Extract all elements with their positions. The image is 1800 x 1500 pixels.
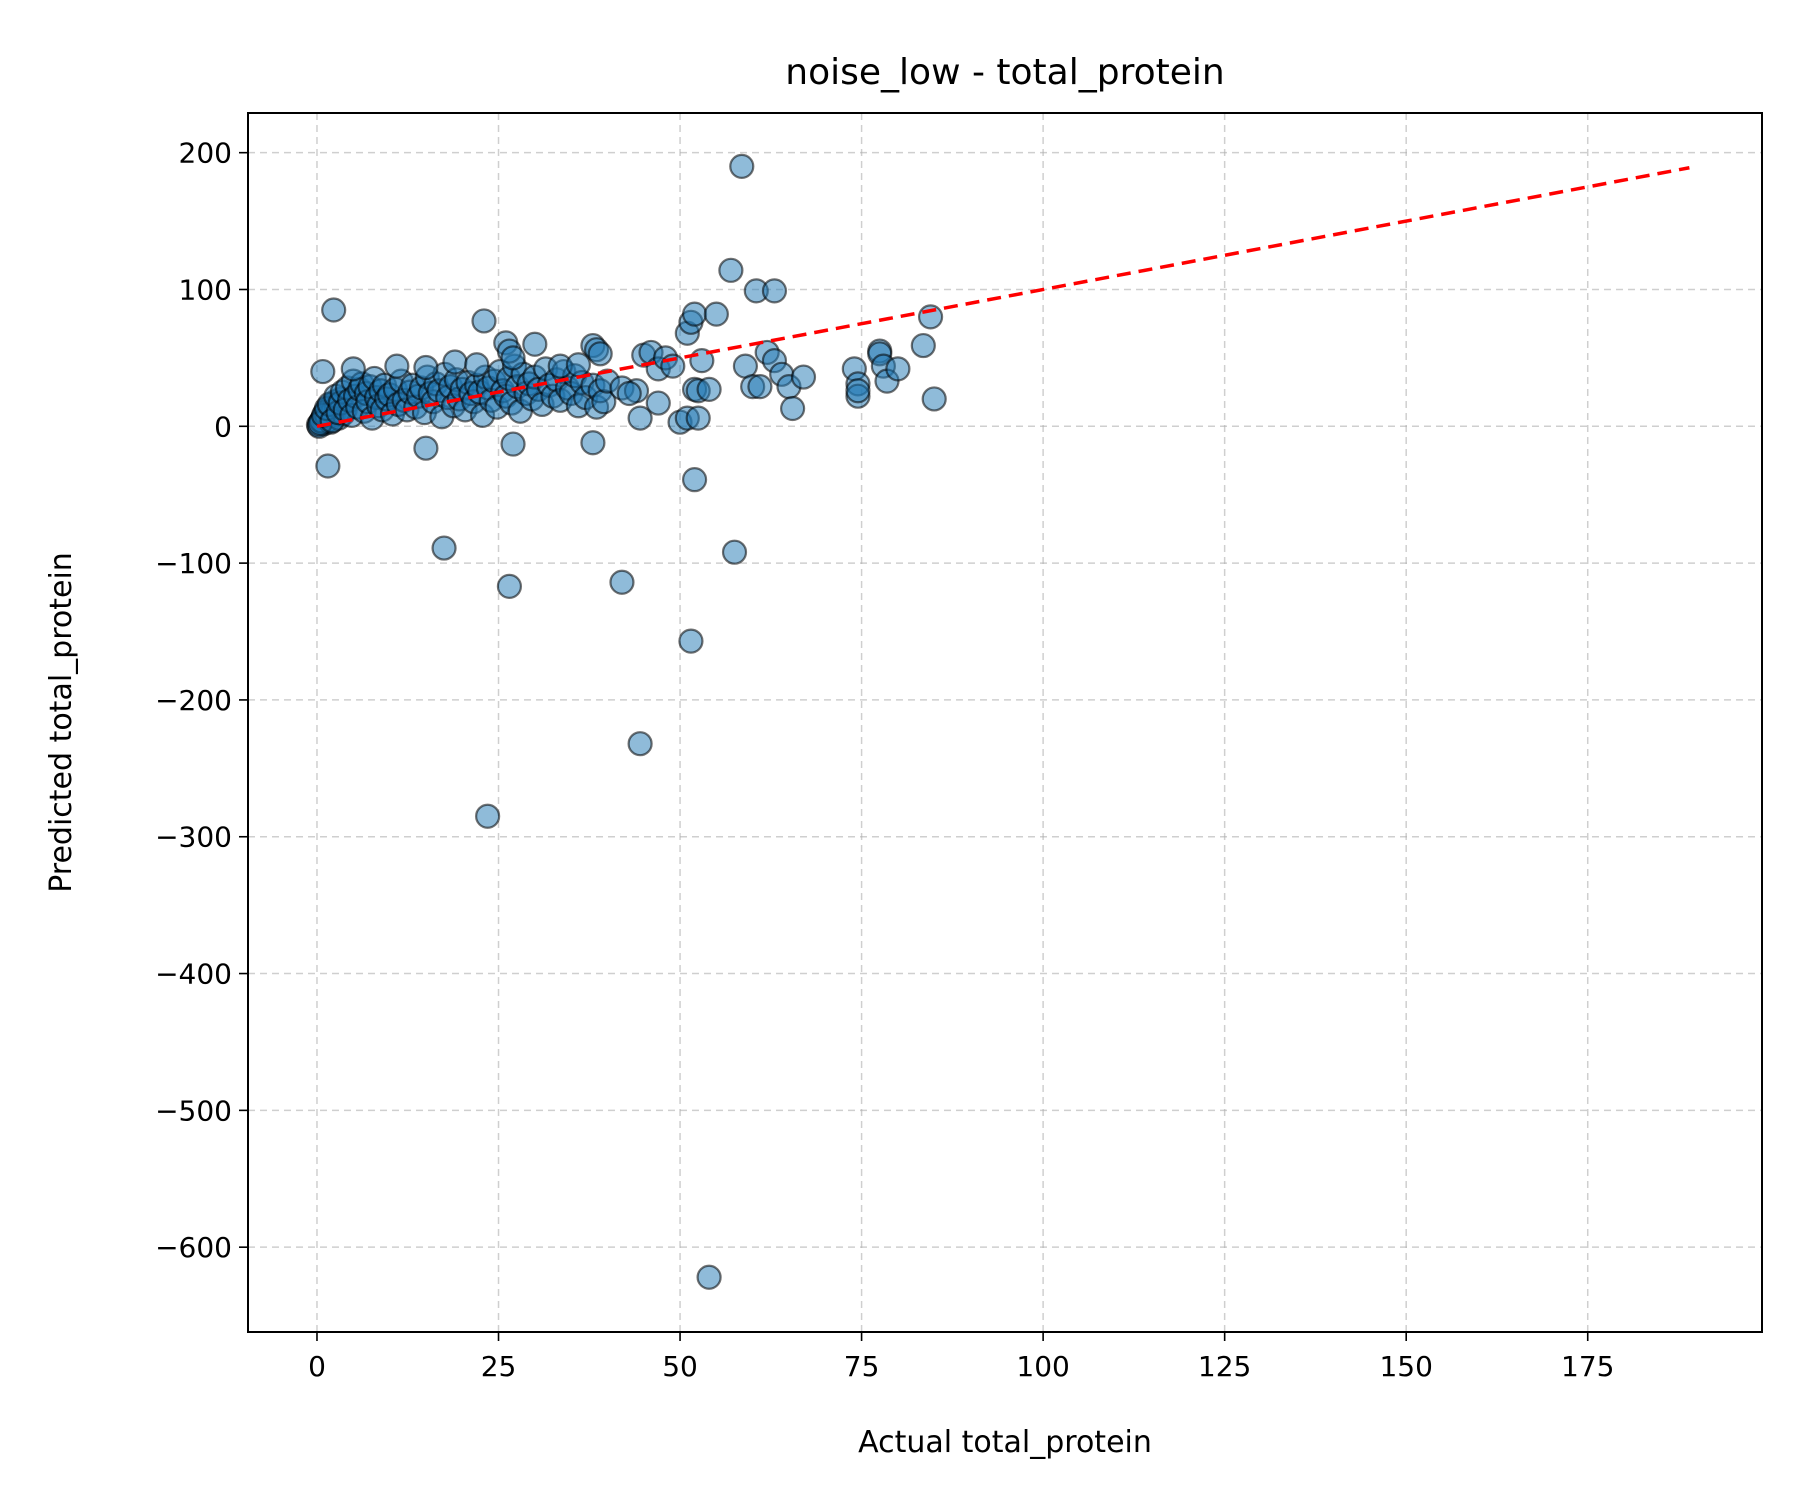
x-axis-label: Actual total_protein xyxy=(858,1425,1152,1460)
data-point xyxy=(442,349,468,375)
y-tick-label: −500 xyxy=(155,1094,232,1127)
data-point xyxy=(471,308,497,334)
data-point xyxy=(413,354,439,381)
data-point xyxy=(431,535,457,561)
data-point xyxy=(910,332,936,359)
data-point xyxy=(921,386,947,412)
data-point xyxy=(761,278,788,304)
data-point xyxy=(627,731,653,757)
data-point xyxy=(678,628,704,654)
data-point xyxy=(696,376,722,402)
data-point xyxy=(310,358,336,385)
x-tick-label: 50 xyxy=(662,1350,698,1383)
data-point xyxy=(616,380,642,407)
identity-line xyxy=(316,166,1690,429)
data-point xyxy=(845,378,871,404)
data-point xyxy=(475,803,501,829)
y-tick-label: −400 xyxy=(155,958,232,991)
data-point xyxy=(917,304,944,330)
data-point xyxy=(721,539,748,565)
y-tick-label: −300 xyxy=(155,821,232,854)
y-tick-label: −200 xyxy=(155,684,232,717)
data-point xyxy=(413,435,439,461)
data-point xyxy=(500,431,526,457)
scatter-points xyxy=(305,153,947,1290)
data-point xyxy=(587,341,613,367)
x-tick-label: 0 xyxy=(308,1350,326,1383)
data-point xyxy=(522,331,548,357)
data-point xyxy=(718,257,744,283)
data-point xyxy=(747,374,773,400)
x-tick-label: 125 xyxy=(1198,1350,1251,1383)
data-point xyxy=(609,569,635,595)
y-tick-label: 200 xyxy=(179,137,232,170)
data-point xyxy=(464,352,490,378)
data-point xyxy=(340,356,366,382)
data-point xyxy=(885,356,911,382)
y-axis-label: Predicted total_protein xyxy=(44,552,79,893)
y-tick-label: −100 xyxy=(155,547,232,580)
y-tick-label: 0 xyxy=(214,410,232,443)
data-point xyxy=(500,345,526,371)
data-point xyxy=(729,153,755,179)
plot-frame xyxy=(247,112,1763,1333)
x-axis-ticks: 0 25 50 75 100 125 150 175 xyxy=(308,1332,1614,1383)
y-tick-label: −600 xyxy=(155,1231,232,1264)
data-point xyxy=(321,297,347,323)
data-point xyxy=(780,395,806,422)
data-point xyxy=(681,467,708,493)
data-point xyxy=(315,453,341,479)
x-tick-label: 100 xyxy=(1016,1350,1069,1383)
data-point xyxy=(384,353,410,379)
data-point xyxy=(790,364,817,390)
data-point xyxy=(645,390,671,416)
grid xyxy=(248,113,1762,1332)
chart-title: noise_low - total_protein xyxy=(785,52,1224,93)
data-point xyxy=(696,1264,722,1290)
y-axis-ticks: 200 100 0 −100 −200 −300 −400 −500 −600 xyxy=(155,137,248,1264)
data-point xyxy=(496,573,523,599)
data-point xyxy=(580,430,606,456)
x-tick-label: 175 xyxy=(1561,1350,1614,1383)
x-tick-label: 150 xyxy=(1379,1350,1432,1383)
data-point xyxy=(681,301,708,327)
data-point xyxy=(627,405,653,431)
data-point xyxy=(685,405,711,431)
x-tick-label: 75 xyxy=(844,1350,880,1383)
x-tick-label: 25 xyxy=(481,1350,517,1383)
data-point xyxy=(703,301,729,327)
y-tick-label: 100 xyxy=(179,273,232,306)
